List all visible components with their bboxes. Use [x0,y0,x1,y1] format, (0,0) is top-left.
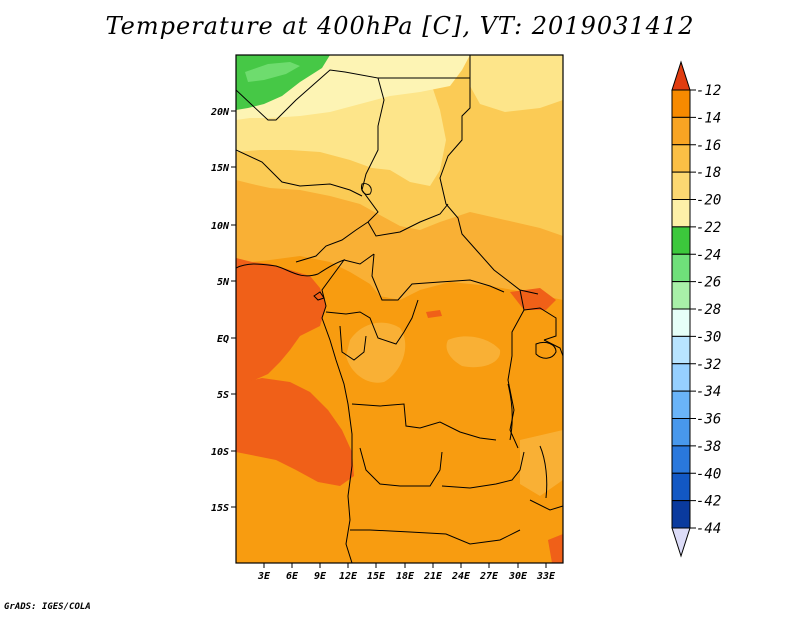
lon-label-6e: 6E [286,571,299,582]
lat-label-5n: 5N [217,277,230,288]
border-zambia [441,451,525,489]
country-borders [236,55,563,563]
colorbar-label-4: -20 [696,193,721,209]
patch-minus16-drc [446,336,501,368]
colorbar-label-5: -22 [696,220,721,236]
colorbar-swatch-0 [671,89,691,118]
patch-minus16-congo [346,322,406,383]
map-frame [235,54,564,564]
colorbar-swatch-14 [671,472,691,502]
border-east-lakes [507,289,525,449]
colorbar: -12 -14 -16 -18 -20 -22 -24 -26 -28 -30 -32 -34 -36 -… [671,60,721,558]
colorbar-swatch-5 [671,226,691,255]
band-minus12-gulf [236,258,326,386]
lat-label-10s: 10S [211,447,229,458]
lat-label-10n: 10N [211,221,230,232]
lake-malawi [539,445,548,499]
colorbar-label-14: -40 [696,466,721,482]
lon-label-27e: 27E [479,571,499,582]
band-minus26-streak [245,62,300,82]
colorbar-swatch-12 [671,418,691,447]
colorbar-label-10: -32 [696,357,721,373]
colorbar-label-6: -24 [696,247,721,263]
colorbar-label-0: -12 [696,83,721,99]
patch-minus12-east [510,288,556,310]
colorbar-swatch-15 [671,500,691,529]
border-drc-south [351,403,497,441]
chart-title: Temperature at 400hPa [C], VT: 201903141… [105,12,695,40]
colorbar-swatch-11 [671,390,691,419]
patch-minus12-centre [426,310,442,318]
grads-credit: GrADS: IGES/COLA [4,602,91,612]
border-car-south [371,253,505,301]
colorbar-swatch-10 [671,363,691,392]
colorbar-label-7: -26 [696,275,721,291]
colorbar-label-9: -30 [696,329,721,345]
map-grid-ticks: 20N 15N 10N 5N EQ 5S 10S 15S 3E 6E 9E 12… [210,54,564,582]
border-nigeria-cameroon [295,221,369,263]
colorbar-bottom-arrow [671,527,691,558]
colorbar-label-13: -38 [696,439,721,455]
lon-label-18e: 18E [396,571,415,582]
colorbar-swatch-6 [671,253,691,283]
lon-label-30e: 30E [508,571,528,582]
lat-label-20n: 20N [210,107,230,118]
band-minus12-southwest [236,378,354,486]
lake-tanganyika [507,383,513,441]
lon-label-24e: 24E [451,571,471,582]
colorbar-label-8: -28 [696,302,721,318]
border-angola [359,447,443,487]
colorbar-swatch-7 [671,281,691,310]
temperature-field [236,55,563,563]
colorbar-label-15: -42 [696,494,721,510]
lat-label-15s: 15S [211,503,229,514]
border-cameroon-car [343,253,375,265]
lon-label-12e: 12E [339,571,358,582]
border-namibia [350,529,521,545]
colorbar-swatch-13 [671,445,691,474]
lake-chad [361,183,372,195]
colorbar-label-11: -34 [696,384,721,400]
colorbar-swatch-8 [671,308,691,337]
border-chad-car [367,203,449,237]
colorbar-swatch-3 [671,171,691,200]
islands-gulf [313,291,325,301]
colorbar-label-3: -18 [696,165,721,181]
colorbar-swatch-9 [671,335,691,365]
colorbar-label-2: -16 [696,138,721,154]
colorbar-label-16: -44 [696,521,721,537]
border-mozambique [529,499,563,511]
band-minus20-east [470,55,563,112]
lon-label-33e: 33E [536,571,556,582]
lon-label-15e: 15E [367,571,386,582]
colorbar-label-12: -36 [696,412,721,428]
lat-label-5s: 5S [217,390,229,401]
colorbar-swatch-1 [671,116,691,146]
colorbar-top-arrow [671,60,691,91]
border-sudan [439,78,539,295]
lat-label-eq: EQ [217,334,229,345]
colorbar-label-1: -14 [696,110,721,126]
border-nigeria [236,149,363,197]
lon-label-3e: 3E [257,571,271,582]
lat-label-15n: 15N [211,163,230,174]
border-uganda [523,307,557,341]
colorbar-swatch-2 [671,144,691,173]
border-gabon [339,325,367,361]
lake-victoria [535,341,557,359]
patch-minus16-southeast [520,430,563,496]
patch-minus12-south [548,534,563,563]
lon-label-21e: 21E [423,571,443,582]
colorbar-swatch-4 [671,199,691,228]
coastline-west [236,259,353,563]
border-sahara-west [236,69,385,223]
border-congo [325,299,419,345]
lon-label-9e: 9E [314,571,327,582]
border-tanzania [543,339,563,357]
